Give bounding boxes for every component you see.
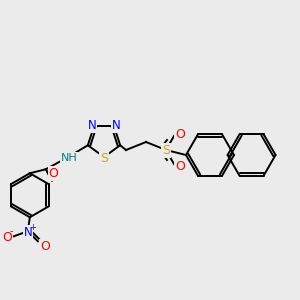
Text: N: N [23, 226, 32, 239]
Text: +: + [29, 223, 36, 232]
Text: NH: NH [61, 153, 77, 163]
Text: -: - [9, 226, 13, 236]
Text: O: O [175, 128, 185, 140]
Text: O: O [2, 231, 12, 244]
Text: O: O [175, 160, 185, 172]
Text: O: O [40, 240, 50, 253]
Text: O: O [49, 167, 58, 179]
Text: S: S [162, 143, 170, 157]
Text: N: N [112, 119, 120, 132]
Text: N: N [88, 119, 96, 132]
Text: S: S [100, 152, 108, 166]
